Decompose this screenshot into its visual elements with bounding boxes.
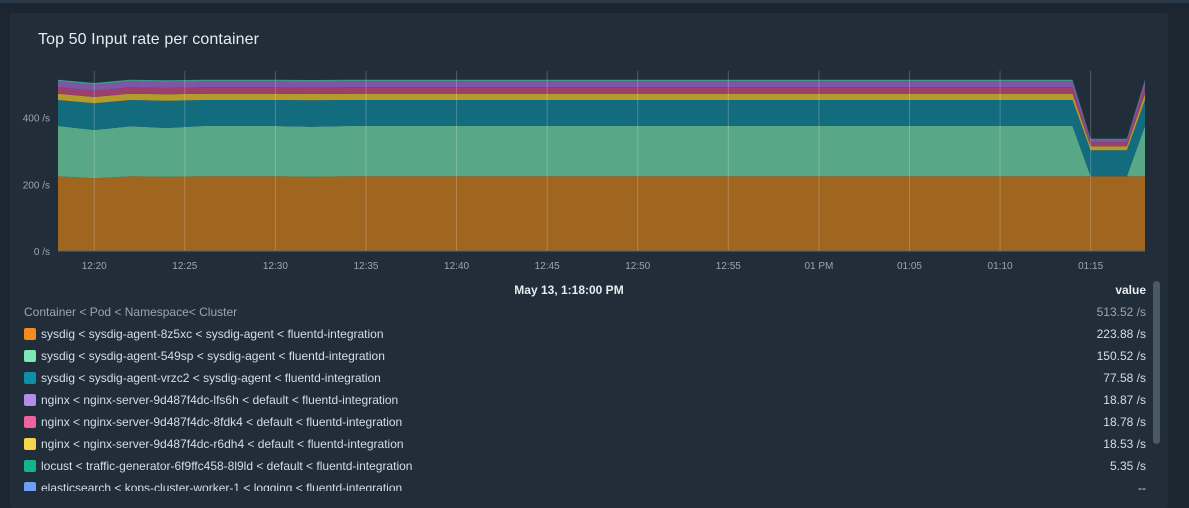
series-area-0[interactable]: [58, 176, 1145, 251]
group-label: Container < Pod < Namespace< Cluster: [24, 305, 238, 319]
x-tick-label: 01:15: [1078, 261, 1103, 272]
legend-value: 77.58 /s: [1103, 371, 1146, 385]
legend-label: nginx < nginx-server-9d487f4dc-r6dh4 < d…: [41, 437, 404, 451]
series-area-4[interactable]: [58, 87, 1145, 147]
panel-title: Top 50 Input rate per container: [38, 31, 260, 48]
x-tick-label: 01:05: [897, 261, 922, 272]
legend-value: 18.87 /s: [1103, 393, 1146, 407]
legend-row[interactable]: nginx < nginx-server-9d487f4dc-r6dh4 < d…: [23, 433, 1148, 455]
series-areas: [58, 79, 1145, 251]
x-tick-label: 12:30: [263, 261, 288, 272]
legend-row[interactable]: elasticsearch < kops-cluster-worker-1 < …: [23, 477, 1148, 491]
value-column-header: value: [1115, 283, 1146, 297]
legend-swatch: [24, 328, 36, 340]
legend-swatch: [24, 372, 36, 384]
series-area-5[interactable]: [58, 81, 1145, 143]
legend-label: elasticsearch < kops-cluster-worker-1 < …: [41, 481, 403, 491]
legend-row[interactable]: sysdig < sysdig-agent-8z5xc < sysdig-age…: [23, 323, 1148, 345]
legend-value: 5.35 /s: [1109, 459, 1146, 473]
legend-label: nginx < nginx-server-9d487f4dc-8fdk4 < d…: [41, 415, 403, 429]
legend-row[interactable]: sysdig < sysdig-agent-vrzc2 < sysdig-age…: [23, 367, 1148, 389]
legend-swatch: [24, 394, 36, 406]
y-tick-label: 200 /s: [23, 180, 50, 191]
legend-value: 18.53 /s: [1103, 437, 1146, 451]
x-tick-label: 01 PM: [804, 261, 833, 272]
legend-scrollbar[interactable]: [1153, 281, 1160, 444]
x-tick-label: 12:55: [716, 261, 741, 272]
x-tick-label: 12:20: [82, 261, 107, 272]
series-area-2[interactable]: [58, 100, 1145, 177]
chart-panel: Top 50 Input rate per container 0 /s 200 …: [10, 13, 1168, 508]
legend-row[interactable]: locust < traffic-generator-6f9ffc458-8l9…: [23, 455, 1148, 477]
legend-swatch: [24, 350, 36, 362]
legend: May 13, 1:18:00 PM value Container < Pod…: [23, 281, 1148, 491]
legend-label: locust < traffic-generator-6f9ffc458-8l9…: [41, 459, 413, 473]
legend-swatch: [24, 460, 36, 472]
legend-swatch: [24, 482, 36, 491]
x-tick-label: 12:45: [535, 261, 560, 272]
legend-group-row: Container < Pod < Namespace< Cluster 513…: [23, 301, 1148, 323]
grid-lines: [58, 71, 1145, 252]
legend-swatch: [24, 416, 36, 428]
legend-label: sysdig < sysdig-agent-8z5xc < sysdig-age…: [41, 327, 384, 341]
x-tick-label: 01:10: [988, 261, 1013, 272]
total-value: 513.52 /s: [1096, 305, 1146, 319]
legend-value: 150.52 /s: [1096, 349, 1146, 363]
legend-header: May 13, 1:18:00 PM value: [23, 283, 1148, 299]
series-area-3[interactable]: [58, 93, 1145, 151]
legend-label: sysdig < sysdig-agent-vrzc2 < sysdig-age…: [41, 371, 381, 385]
y-tick-label: 0 /s: [34, 247, 50, 258]
legend-value: --: [1138, 481, 1146, 491]
y-tick-label: 400 /s: [23, 114, 50, 125]
legend-row[interactable]: sysdig < sysdig-agent-549sp < sysdig-age…: [23, 345, 1148, 367]
legend-value: 18.78 /s: [1103, 415, 1146, 429]
x-tick-label: 12:35: [353, 261, 378, 272]
hover-timestamp: May 13, 1:18:00 PM: [514, 283, 624, 297]
series-area-1[interactable]: [58, 126, 1145, 179]
legend-label: sysdig < sysdig-agent-549sp < sysdig-age…: [41, 349, 385, 363]
x-tick-label: 12:50: [625, 261, 650, 272]
top-border-strip: [0, 0, 1189, 3]
legend-label: nginx < nginx-server-9d487f4dc-lfs6h < d…: [41, 393, 399, 407]
legend-value: 223.88 /s: [1096, 327, 1146, 341]
x-axis: 12:20 12:25 12:30 12:35 12:40 12:45 12:50 12:55…: [82, 261, 1104, 272]
x-tick-label: 12:25: [172, 261, 197, 272]
y-axis: 0 /s 200 /s 400 /s: [23, 114, 50, 258]
legend-row[interactable]: nginx < nginx-server-9d487f4dc-8fdk4 < d…: [23, 411, 1148, 433]
x-tick-label: 12:40: [444, 261, 469, 272]
legend-row[interactable]: nginx < nginx-server-9d487f4dc-lfs6h < d…: [23, 389, 1148, 411]
legend-swatch: [24, 438, 36, 450]
